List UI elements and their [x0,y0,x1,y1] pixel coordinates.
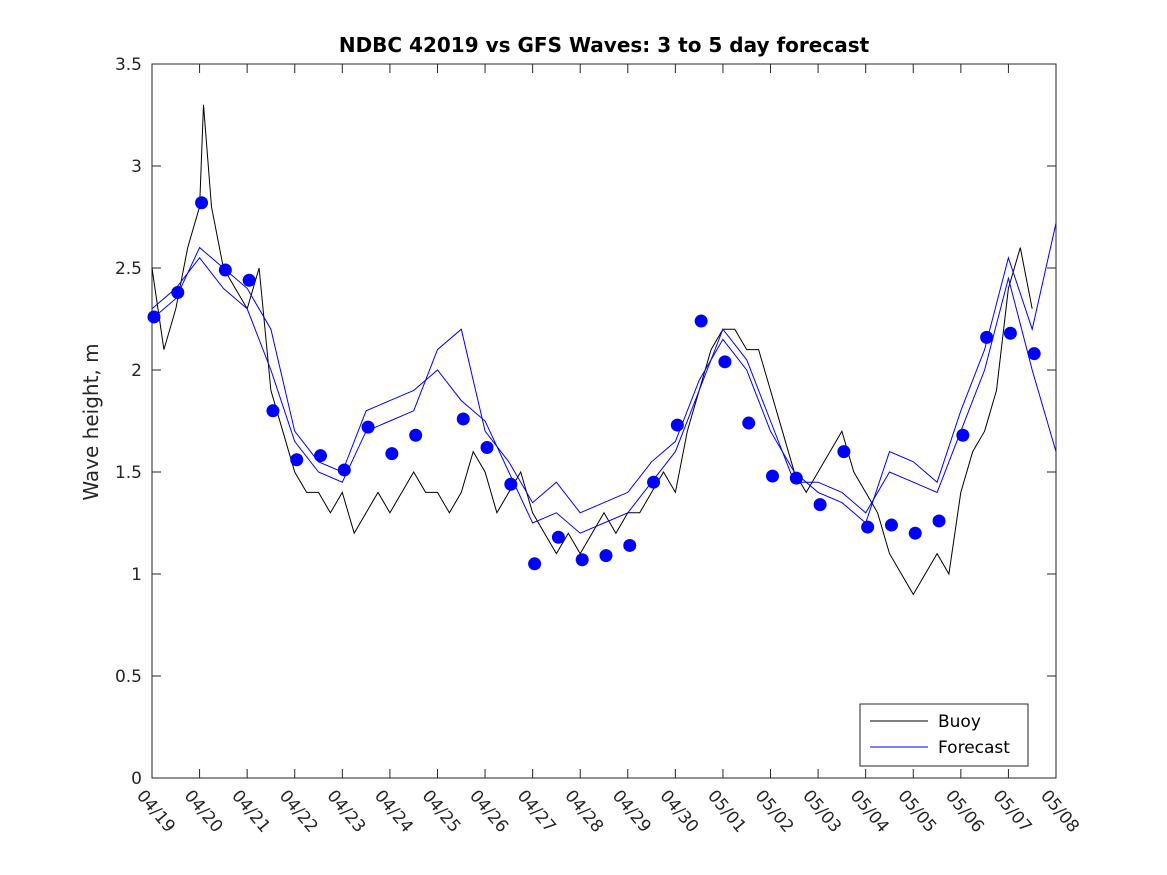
forecast-marker [670,418,684,432]
chart-title: NDBC 42019 vs GFS Waves: 3 to 5 day fore… [339,33,870,57]
forecast-line-1 [151,246,1057,534]
y-tick-label: 1.5 [115,463,142,483]
forecast-marker [314,449,328,463]
forecast-marker [789,471,803,485]
forecast-marker [218,263,232,277]
forecast-marker [884,518,898,532]
forecast-marker [932,514,946,528]
forecast-marker [409,428,423,442]
forecast-marker [480,441,494,455]
legend-box [859,703,1029,767]
forecast-marker [647,475,661,489]
legend-label-buoy: Buoy [938,712,981,732]
forecast-marker [337,463,351,477]
forecast-marker [551,530,565,544]
forecast-marker [694,314,708,328]
forecast-marker [599,549,613,563]
y-tick-label: 2.5 [115,259,142,279]
forecast-marker [718,355,732,369]
forecast-marker [956,428,970,442]
y-tick-label: 2 [131,361,142,381]
forecast-marker [908,526,922,540]
forecast-marker [623,538,637,552]
forecast-marker [742,416,756,430]
forecast-marker [266,404,280,418]
forecast-marker [575,553,589,567]
forecast-marker [980,330,994,344]
forecast-marker [837,445,851,459]
forecast-marker [456,412,470,426]
forecast-marker [528,557,542,571]
forecast-marker [504,477,518,491]
forecast-marker [171,285,185,299]
forecast-marker [861,520,875,534]
forecast-marker [813,498,827,512]
y-tick-label: 3.5 [115,55,142,75]
y-axis-label: Wave height, m [79,343,103,500]
y-tick-label: 3 [131,157,142,177]
forecast-marker [385,447,399,461]
forecast-marker [147,310,161,324]
forecast-marker [766,469,780,483]
plot-frame [151,63,1057,779]
forecast-marker [290,453,304,467]
y-tick-label: 0 [131,769,142,789]
forecast-marker [1027,347,1041,361]
forecast-marker [242,273,256,287]
forecast-marker [195,196,209,210]
forecast-marker [361,420,375,434]
legend-label-forecast: Forecast [938,738,1010,758]
forecast-line-2 [151,222,1057,524]
buoy-line [151,104,1033,596]
y-tick-label: 1 [131,565,142,585]
forecast-marker [1003,326,1017,340]
y-tick-label: 0.5 [115,667,142,687]
legend: Buoy Forecast [859,703,1029,767]
